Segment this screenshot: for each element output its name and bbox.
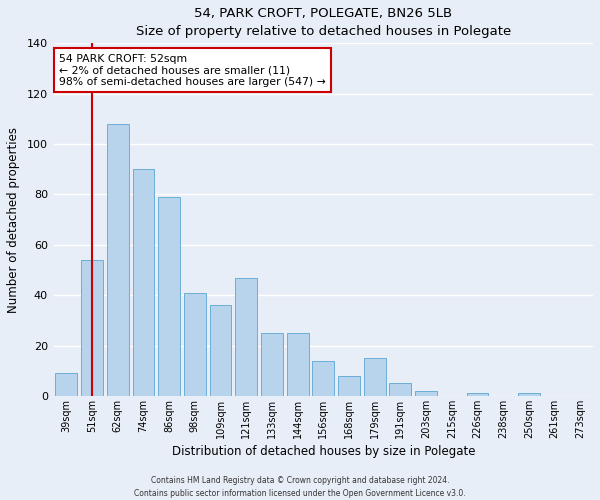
Bar <box>415 391 437 396</box>
Bar <box>133 169 154 396</box>
Bar <box>364 358 386 396</box>
Text: 54 PARK CROFT: 52sqm
← 2% of detached houses are smaller (11)
98% of semi-detach: 54 PARK CROFT: 52sqm ← 2% of detached ho… <box>59 54 326 87</box>
Bar <box>235 278 257 396</box>
Bar <box>261 333 283 396</box>
Bar <box>184 292 206 396</box>
Text: Contains HM Land Registry data © Crown copyright and database right 2024.
Contai: Contains HM Land Registry data © Crown c… <box>134 476 466 498</box>
Bar <box>313 360 334 396</box>
Y-axis label: Number of detached properties: Number of detached properties <box>7 126 20 312</box>
Bar <box>209 306 232 396</box>
Bar <box>338 376 360 396</box>
Bar <box>158 197 180 396</box>
Bar <box>518 394 540 396</box>
Bar <box>467 394 488 396</box>
Bar <box>81 260 103 396</box>
Bar <box>107 124 129 396</box>
X-axis label: Distribution of detached houses by size in Polegate: Distribution of detached houses by size … <box>172 445 475 458</box>
Bar <box>55 374 77 396</box>
Bar <box>287 333 308 396</box>
Title: 54, PARK CROFT, POLEGATE, BN26 5LB
Size of property relative to detached houses : 54, PARK CROFT, POLEGATE, BN26 5LB Size … <box>136 7 511 38</box>
Bar <box>389 384 412 396</box>
